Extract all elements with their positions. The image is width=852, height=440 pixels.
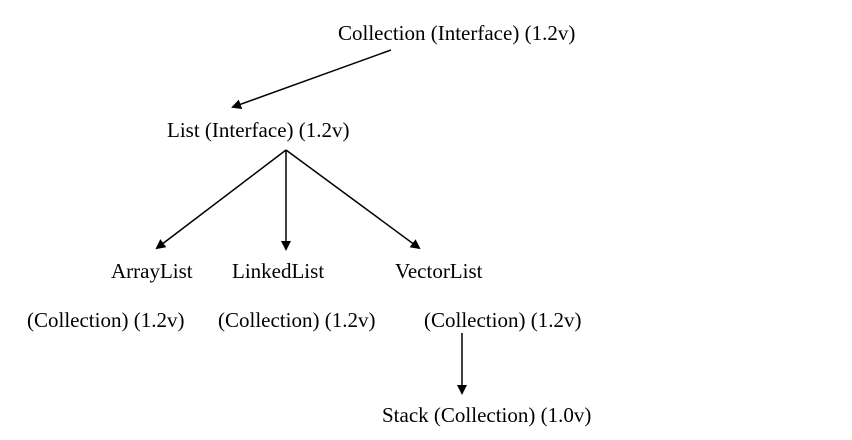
arraylist-node-sublabel: (Collection) (1.2v) [27, 308, 185, 332]
vectorlist-node-sublabel: (Collection) (1.2v) [424, 308, 582, 332]
edge-list-to-arraylist [155, 149, 287, 250]
edge-list-to-vectorlist [285, 149, 421, 250]
vectorlist-node-label: VectorList [395, 259, 483, 283]
list-node-label: List (Interface) (1.2v) [167, 118, 350, 142]
edge-collection-to-list [231, 49, 392, 109]
collection-node-label: Collection (Interface) (1.2v) [338, 21, 576, 45]
arraylist-node-label: ArrayList [111, 259, 193, 283]
linkedlist-node-label: LinkedList [232, 259, 325, 283]
stack-node-label: Stack (Collection) (1.0v) [382, 403, 592, 427]
linkedlist-node-sublabel: (Collection) (1.2v) [218, 308, 376, 332]
